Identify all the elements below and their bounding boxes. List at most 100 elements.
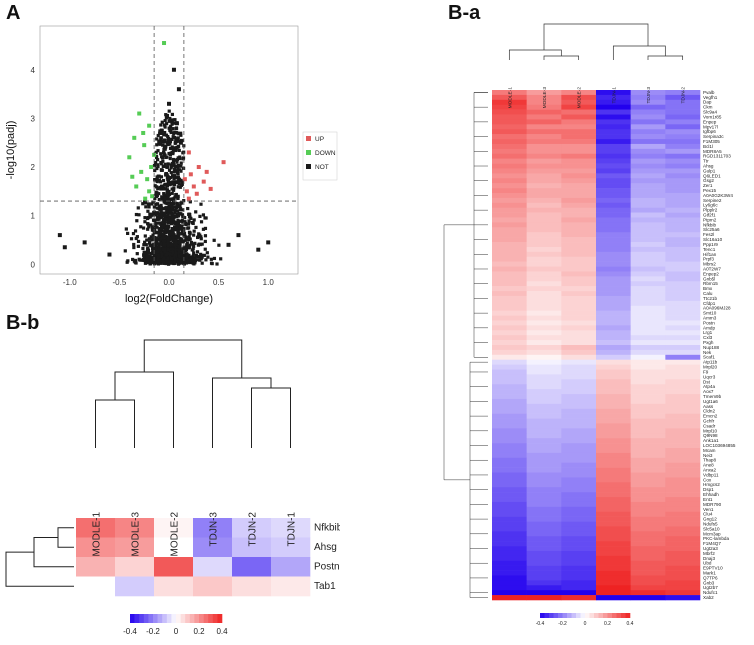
- heatmap-cell: [561, 104, 597, 110]
- heatmap-cell: [526, 492, 562, 498]
- row-label: Mark1: [703, 571, 716, 576]
- scatter-point-not: [160, 252, 164, 257]
- volcano-plot: -1.0 -0.5 0.0 0.5 1.0 0 1 2 3 4 log2(FoldChange) -l…: [5, 25, 338, 305]
- scatter-point-not: [165, 176, 169, 180]
- heatmap-cell: [630, 585, 666, 591]
- heatmap-cell: [492, 447, 527, 454]
- scatter-point-not: [168, 231, 173, 235]
- scatter-point-not: [157, 206, 161, 211]
- heatmap-cell: [596, 492, 631, 498]
- heatmap-cell: [492, 379, 527, 385]
- heatmap-cell: [561, 443, 597, 449]
- row-label: Xab2: [703, 595, 714, 600]
- row-label: Nfkbib: [314, 523, 340, 534]
- heatmap-cell: [492, 129, 527, 135]
- color-scale-tick: 0: [174, 627, 179, 636]
- scatter-point-not: [176, 209, 180, 213]
- heatmap-cell: [630, 438, 666, 444]
- heatmap-cell: [526, 163, 562, 169]
- scatter-point-not: [164, 196, 168, 201]
- scatter-point-not: [159, 130, 164, 135]
- heatmap-cell: [665, 467, 701, 473]
- scatter-point-not: [198, 214, 202, 218]
- heatmap-cell: [526, 511, 562, 517]
- scatter-point-not: [145, 254, 149, 258]
- scatter-point-not: [162, 261, 166, 265]
- heatmap-cell: [492, 506, 527, 513]
- column-label: MODLE-2: [170, 512, 181, 557]
- heatmap-cell: [561, 590, 597, 596]
- heatmap-cell: [630, 291, 666, 297]
- scatter-point-not: [149, 214, 153, 218]
- heatmap-cell: [526, 452, 562, 459]
- color-scale-step: [558, 613, 563, 618]
- scatter-point-not: [204, 216, 208, 220]
- y-tick-label: 4: [31, 66, 36, 75]
- heatmap-cell: [630, 134, 666, 140]
- scatter-point-not: [136, 239, 141, 244]
- scatter-point-not: [157, 245, 161, 249]
- heatmap-cell: [665, 447, 701, 454]
- heatmap-cell: [232, 537, 272, 558]
- scatter-point-not: [153, 196, 157, 201]
- scatter-point-not: [174, 164, 178, 168]
- heatmap-cell: [526, 295, 562, 302]
- row-label: Q6LED1: [703, 173, 721, 178]
- heatmap-cell: [492, 173, 527, 179]
- heatmap-cell: [561, 124, 597, 130]
- scatter-point-not: [155, 137, 159, 141]
- row-label: Postn: [703, 320, 715, 325]
- scatter-point-not: [169, 124, 173, 128]
- row-label: Gtf2f1: [703, 213, 716, 218]
- heatmap-cell: [596, 207, 631, 213]
- row-label: Tab1: [314, 581, 336, 592]
- scatter-point-not: [174, 209, 178, 213]
- heatmap-cell: [561, 345, 597, 351]
- scatter-point-not: [126, 231, 130, 236]
- heatmap-cell: [596, 325, 631, 331]
- heatmap-cell: [665, 585, 701, 591]
- scatter-point-not: [154, 194, 159, 199]
- heatmap-cell: [526, 536, 562, 542]
- heatmap-cell: [596, 188, 631, 194]
- heatmap-cell: [561, 261, 597, 267]
- color-scale-step: [212, 614, 218, 623]
- scatter-point-not: [190, 259, 194, 263]
- scatter-point-not: [142, 258, 146, 262]
- heatmap-cell: [526, 271, 562, 277]
- heatmap-cell: [526, 192, 562, 199]
- heatmap-cell: [630, 541, 666, 547]
- scatter-point-not: [178, 204, 182, 208]
- heatmap-cell: [596, 178, 631, 184]
- row-label: Postn: [314, 562, 340, 573]
- heatmap-cell: [526, 94, 562, 101]
- color-scale-step: [130, 614, 135, 623]
- heatmap-cell: [492, 188, 527, 194]
- scatter-point-not: [155, 166, 159, 171]
- scatter-point-not: [167, 197, 172, 202]
- heatmap-cell: [630, 104, 666, 110]
- dendrogram-branch: [543, 23, 649, 50]
- heatmap-cell: [665, 403, 701, 410]
- scatter-point-not: [172, 235, 176, 240]
- scatter-point-not: [166, 220, 171, 224]
- scatter-point-not: [176, 196, 180, 200]
- heatmap-cell: [596, 550, 631, 557]
- color-scale-step: [598, 613, 604, 618]
- scatter-point-not: [204, 258, 208, 262]
- heatmap-cell: [492, 335, 527, 341]
- heatmap-cell: [492, 197, 527, 204]
- heatmap-cell: [526, 349, 562, 356]
- scatter-point-not: [171, 214, 175, 218]
- heatmap-cell: [630, 374, 666, 380]
- scatter-point-not: [155, 215, 160, 220]
- heatmap-cell: [271, 557, 311, 577]
- row-label: A0A0G2K3W4: [703, 193, 733, 198]
- scatter-point-not: [173, 258, 177, 262]
- heatmap-cell: [665, 516, 701, 522]
- heatmap-cell: [492, 168, 527, 174]
- heatmap-cell: [526, 153, 562, 159]
- x-tick-label: 0.0: [163, 278, 175, 287]
- heatmap-cell: [561, 183, 597, 189]
- heatmap-cell: [526, 364, 562, 370]
